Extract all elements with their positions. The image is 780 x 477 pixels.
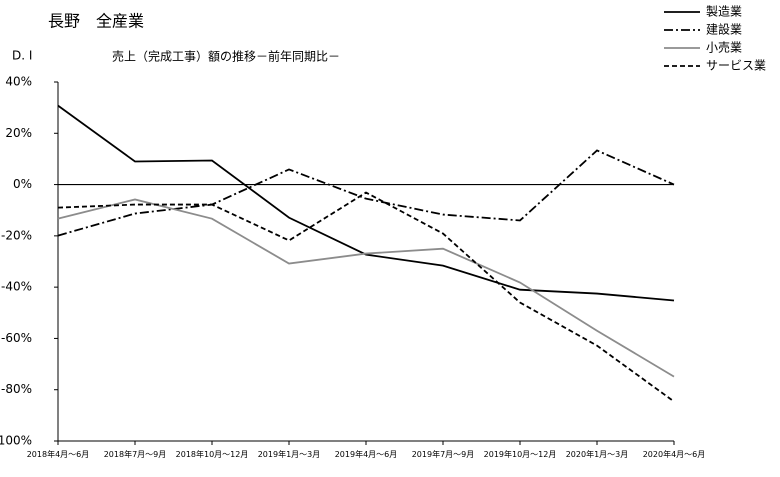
y-tick-label: 20% <box>5 126 32 140</box>
y-tick-label: -100% <box>0 434 32 448</box>
y-tick-label: 0% <box>13 177 32 191</box>
chart-subtitle: 売上（完成工事）額の推移－前年同期比－ <box>112 49 340 64</box>
y-axis-label: D. I <box>12 49 32 63</box>
x-tick-label: 2020年1月～3月 <box>565 450 629 459</box>
x-tick-label: 2020年4月～6月 <box>642 450 706 459</box>
series-line <box>57 104 675 302</box>
x-tick-label: 2018年4月～6月 <box>26 450 90 459</box>
x-tick-label: 2019年4月～6月 <box>334 450 398 459</box>
legend-label: 小売業 <box>706 40 742 55</box>
series-line <box>57 191 675 403</box>
y-tick-label: -20% <box>1 228 32 242</box>
legend-label: 建設業 <box>706 22 742 37</box>
series-line <box>57 149 675 237</box>
x-tick-label: 2019年7月～9月 <box>411 450 475 459</box>
legend-label: サービス業 <box>706 59 766 73</box>
x-tick-label: 2018年7月～9月 <box>103 450 167 459</box>
y-tick-label: -40% <box>1 280 32 294</box>
x-tick-label: 2018年10月～12月 <box>175 450 249 459</box>
chart-title: 長野 全産業 <box>48 12 144 31</box>
x-tick-label: 2019年10月～12月 <box>483 450 557 459</box>
y-tick-label: 40% <box>5 75 32 89</box>
y-tick-label: -80% <box>1 382 32 396</box>
y-tick-label: -60% <box>1 331 32 345</box>
x-tick-label: 2019年1月～3月 <box>257 450 321 459</box>
series-line <box>57 198 675 378</box>
legend-label: 製造業 <box>706 5 742 19</box>
